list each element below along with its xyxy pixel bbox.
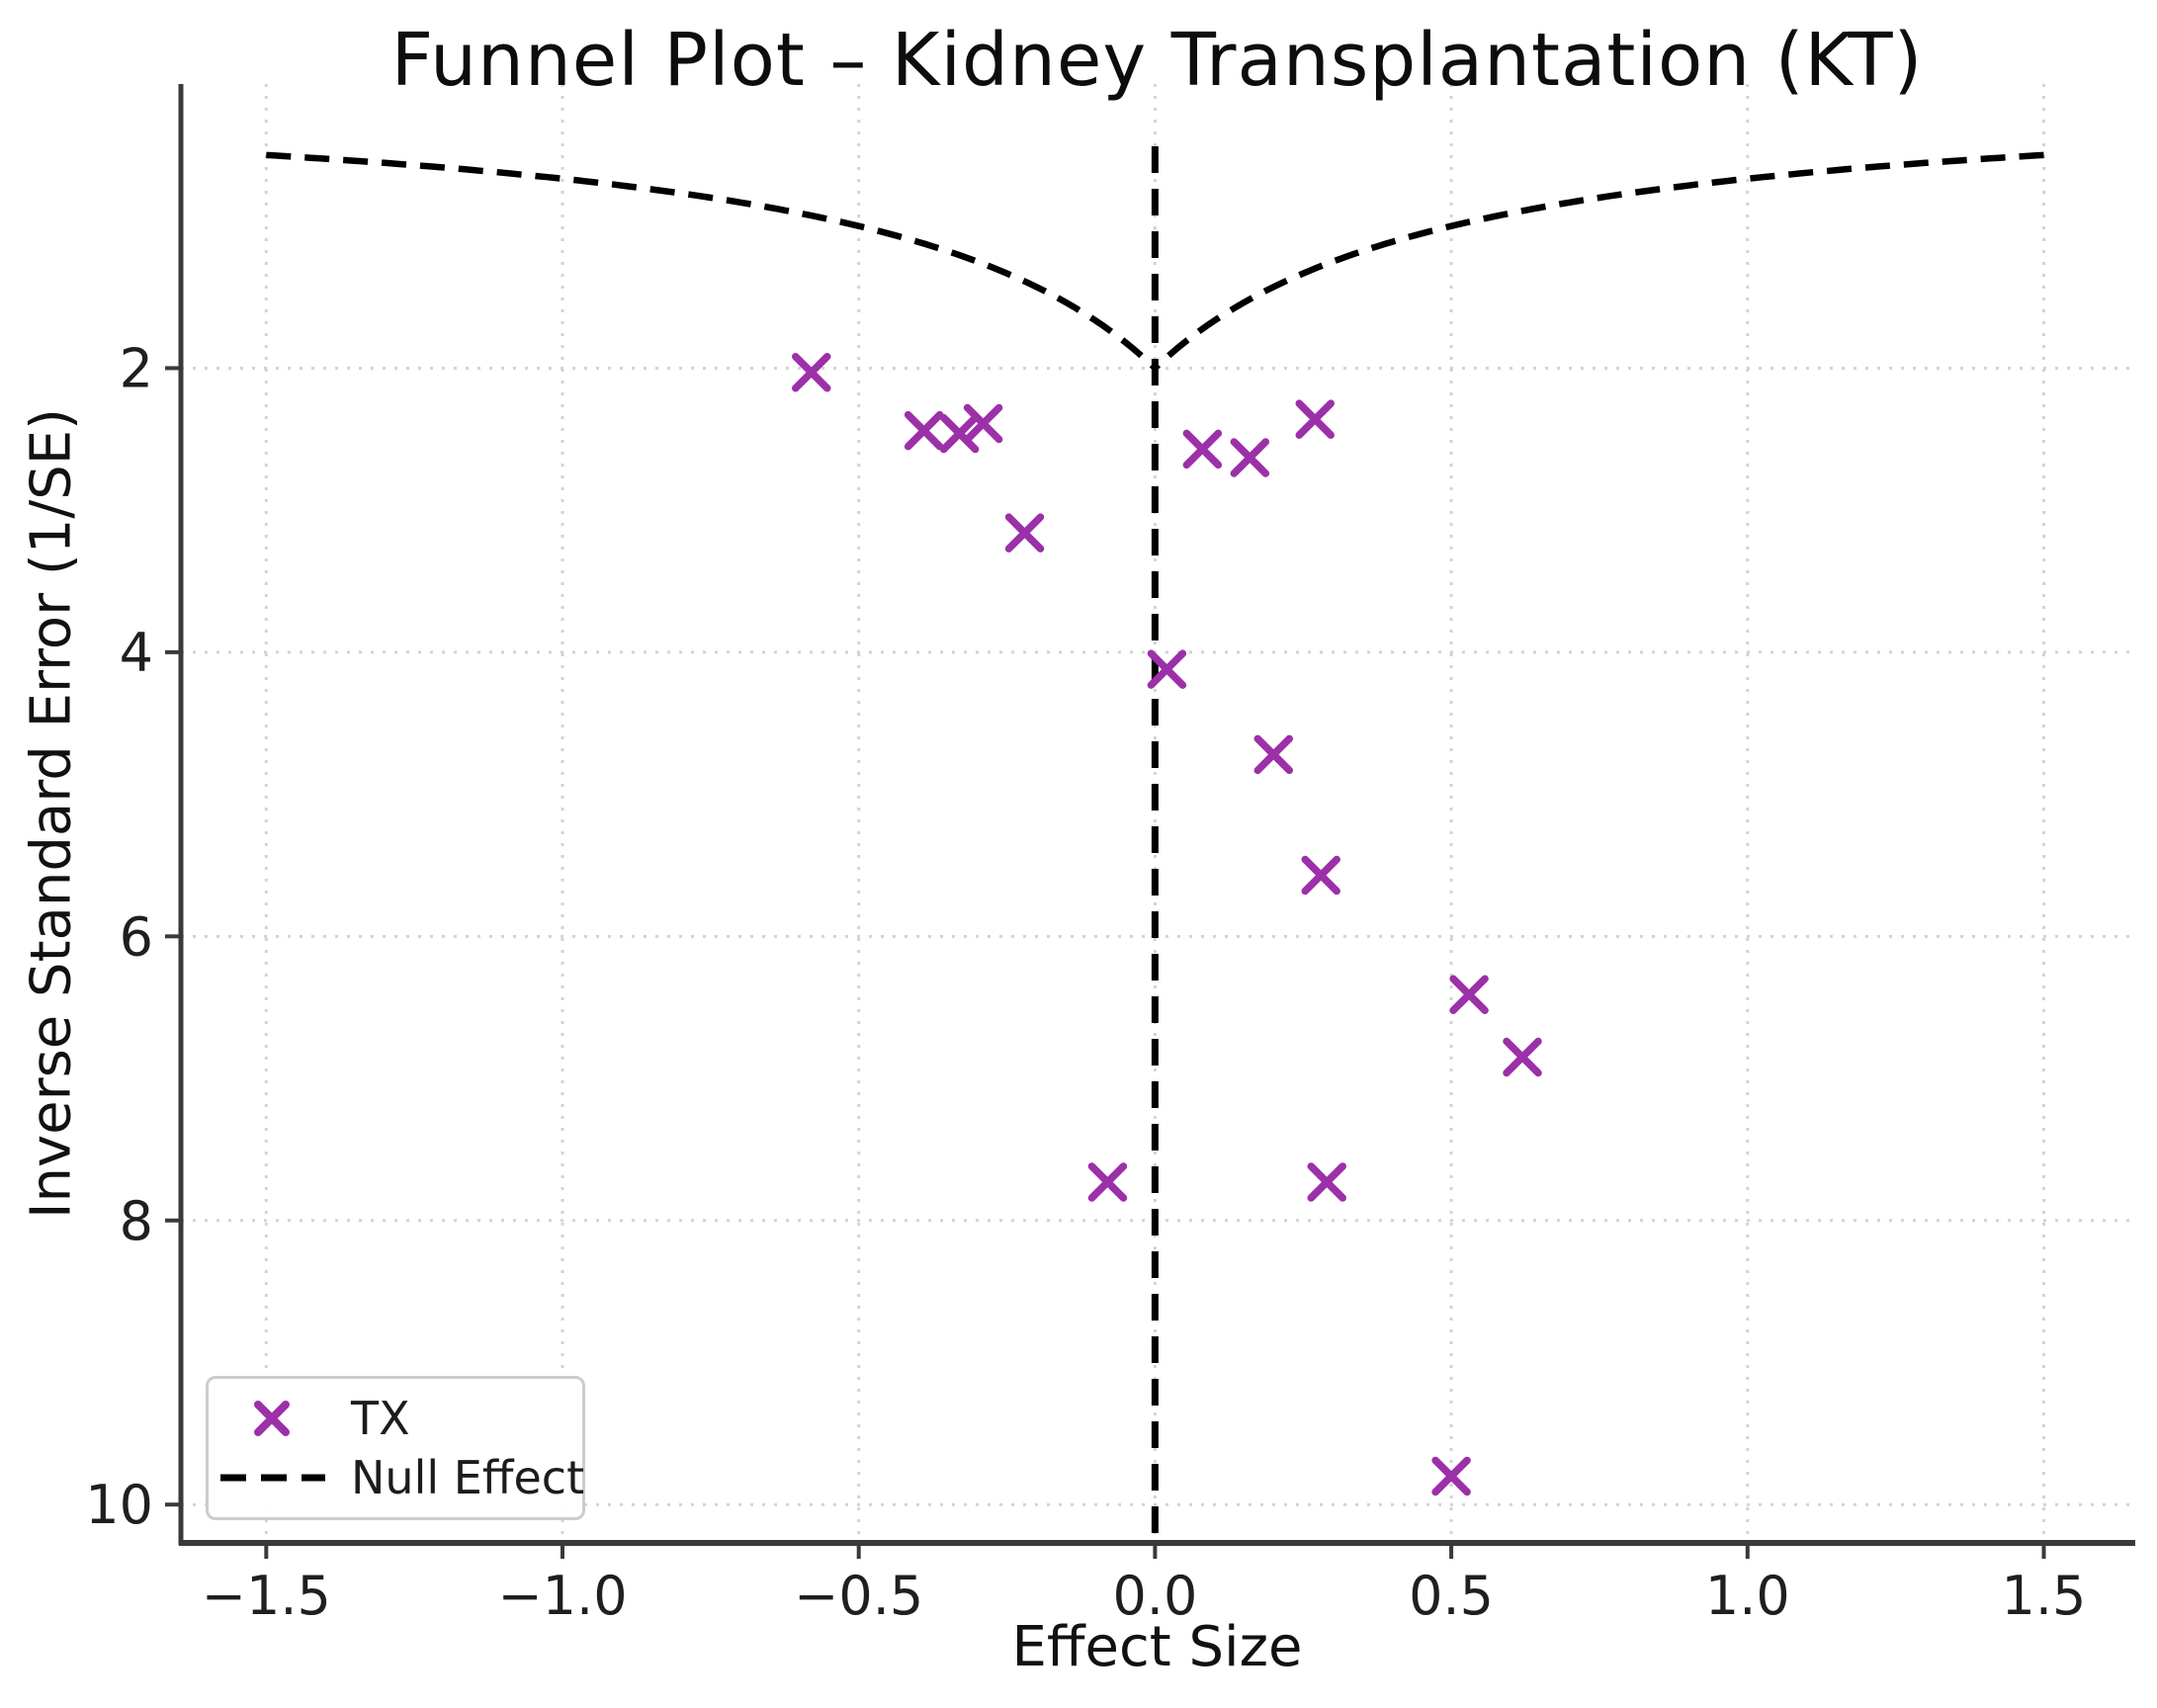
x-marker-icon — [254, 1401, 290, 1437]
legend: TX Null Effect — [206, 1376, 585, 1520]
data-point-marker — [939, 413, 980, 454]
y-tick-label: 10 — [85, 1474, 153, 1536]
legend-label-null-effect: Null Effect — [351, 1450, 585, 1504]
x-tick-label: 0.0 — [1112, 1565, 1197, 1627]
data-point-marker — [1182, 429, 1223, 470]
data-point-marker — [1087, 1162, 1128, 1202]
null-effect-funnel-right — [1153, 151, 2044, 371]
data-point-marker — [1004, 513, 1045, 553]
data-point-marker — [1230, 438, 1270, 477]
y-tick-label: 6 — [120, 905, 153, 968]
legend-item-tx: TX — [215, 1392, 570, 1445]
data-point-marker — [904, 410, 944, 451]
data-point-marker — [1295, 399, 1335, 439]
data-point-marker — [1307, 1162, 1346, 1202]
data-point-marker — [1301, 855, 1340, 896]
x-tick-label: −1.0 — [497, 1565, 627, 1627]
data-point-marker — [963, 403, 1003, 444]
data-point-marker — [1147, 649, 1187, 689]
chart-title: Funnel Plot – Kidney Transplantation (KT… — [390, 18, 1924, 103]
data-point-marker — [1449, 975, 1489, 1014]
y-axis-label: Inverse Standard Error (1/SE) — [19, 407, 84, 1220]
legend-label-tx: TX — [351, 1392, 410, 1446]
x-tick-label: 1.5 — [2002, 1565, 2087, 1627]
dashed-line-icon — [220, 1474, 325, 1482]
x-tick-label: 0.5 — [1409, 1565, 1494, 1627]
data-point-marker — [792, 353, 831, 392]
y-tick-label: 8 — [120, 1190, 153, 1252]
data-point-marker — [1503, 1037, 1542, 1077]
x-tick-label: −1.5 — [202, 1565, 331, 1627]
y-tick-label: 2 — [120, 337, 153, 399]
data-point-marker — [1431, 1456, 1471, 1496]
data-point-marker — [1253, 734, 1294, 775]
x-axis-label: Effect Size — [1011, 1615, 1303, 1679]
x-tick-label: 1.0 — [1705, 1565, 1790, 1627]
x-tick-label: −0.5 — [794, 1565, 923, 1627]
y-tick-label: 4 — [120, 622, 153, 684]
legend-item-null-effect: Null Effect — [215, 1451, 584, 1504]
null-effect-funnel-left — [266, 151, 1158, 371]
